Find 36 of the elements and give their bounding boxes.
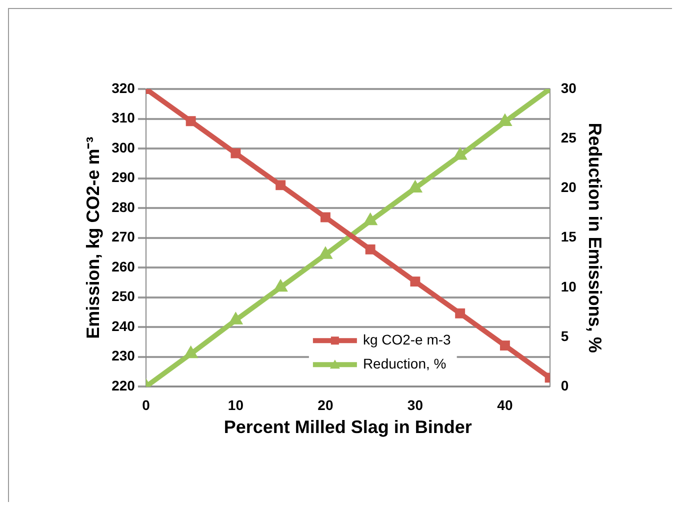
y-tick-label: 310 — [112, 110, 136, 126]
y-tick-label: 220 — [112, 377, 136, 394]
y-tick-label: 250 — [112, 288, 136, 304]
x-tick-label: 10 — [228, 396, 244, 413]
y2-tick-label: 0 — [560, 377, 569, 394]
y2-tick-label: 5 — [560, 328, 569, 344]
y2-tick-label: 20 — [560, 179, 577, 196]
x-axis-title: Percent Milled Slag in Binder — [224, 417, 472, 438]
y-tick-label: 290 — [112, 169, 136, 186]
point — [365, 244, 376, 254]
y-tick-label: 260 — [112, 258, 136, 274]
y-tick-label: 280 — [112, 198, 136, 215]
y-tick-label: 270 — [112, 228, 136, 245]
point — [320, 212, 330, 222]
y-tick-label: 230 — [112, 348, 136, 364]
x-tick-label: 30 — [407, 396, 424, 413]
y2-axis-title: Reduction in Emissions, % — [585, 122, 606, 353]
point — [500, 340, 510, 351]
y-tick-label: 320 — [112, 80, 136, 96]
point — [186, 116, 196, 126]
point — [276, 180, 286, 190]
point — [455, 308, 466, 318]
y-tick-label: 240 — [112, 318, 136, 334]
point — [230, 148, 241, 158]
point — [410, 276, 420, 287]
y2-tick-label: 30 — [560, 80, 577, 96]
y-axis-title: Emission, kg CO2-e m⁻³ — [82, 136, 103, 339]
y2-tick-label: 10 — [560, 278, 577, 294]
y-tick-label: 300 — [112, 139, 136, 156]
y2-tick-label: 25 — [560, 129, 577, 146]
x-tick-label: 0 — [142, 396, 150, 413]
x-tick-label: 20 — [318, 396, 334, 413]
legend-label: kg CO2-e m-3 — [362, 331, 452, 348]
legend-label: Reduction, % — [362, 355, 446, 372]
x-tick-label: 40 — [497, 396, 513, 413]
y2-tick-label: 15 — [560, 228, 577, 245]
